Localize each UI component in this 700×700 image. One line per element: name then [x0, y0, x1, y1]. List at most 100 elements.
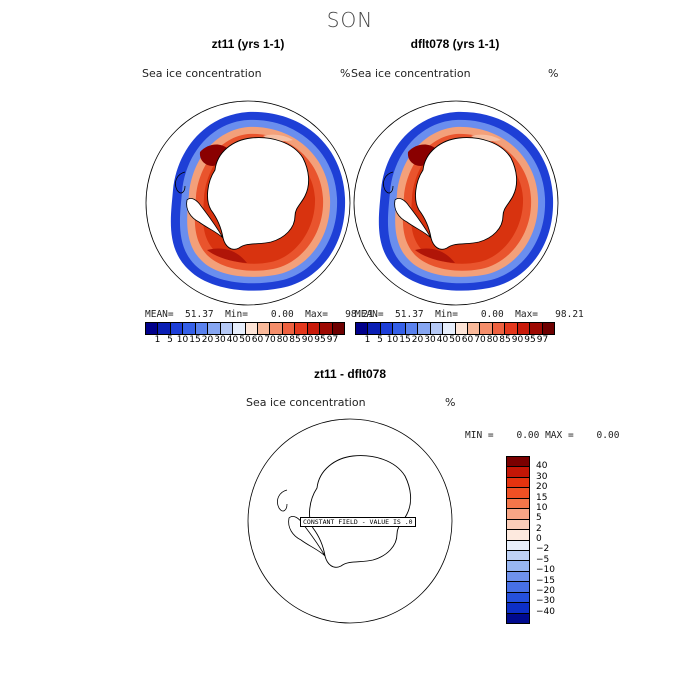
season-title: SON [326, 8, 374, 32]
colorbar-tick-label: −40 [536, 606, 555, 617]
colorbar-swatch [492, 323, 506, 334]
panel-2-colorbar: 1 5 10 15 20 30 40 50 60 70 80 85 90 95 97 [355, 322, 555, 347]
colorbar-tick-label: −10 [536, 565, 555, 576]
colorbar-swatch [507, 571, 529, 583]
colorbar-swatch [507, 613, 529, 623]
panel-1-colorbar-swatches [145, 322, 345, 335]
colorbar-tick-label: 70 [264, 335, 276, 345]
diff-units: % [445, 396, 456, 409]
colorbar-swatch [530, 323, 543, 334]
colorbar-swatch [368, 323, 381, 334]
colorbar-swatch [507, 467, 529, 478]
colorbar-tick-label: 90 [511, 335, 524, 345]
panel-1-map [145, 100, 351, 306]
colorbar-tick-label: 50 [449, 335, 461, 345]
colorbar-swatch [507, 592, 529, 604]
colorbar-tick-label: 60 [461, 335, 474, 345]
diff-colorbar [506, 456, 530, 624]
panel-2-field-label: Sea ice concentration [351, 67, 471, 80]
colorbar-swatch [146, 323, 159, 334]
colorbar-swatch [220, 323, 234, 334]
colorbar-swatch [393, 323, 406, 334]
colorbar-tick-label: 20 [411, 335, 424, 345]
colorbar-tick-label: −2 [536, 544, 550, 555]
colorbar-tick-label: −15 [536, 575, 555, 586]
colorbar-swatch [507, 457, 529, 468]
colorbar-swatch [418, 323, 431, 334]
colorbar-tick-label: 95 [314, 335, 326, 345]
colorbar-swatch [505, 323, 518, 334]
colorbar-tick-label: 20 [536, 482, 548, 493]
colorbar-tick-label: 95 [524, 335, 536, 345]
colorbar-swatch [356, 323, 369, 334]
colorbar-swatch [195, 323, 209, 334]
colorbar-swatch [245, 323, 258, 334]
colorbar-swatch [507, 550, 529, 562]
colorbar-tick-label: 5 [377, 335, 383, 345]
colorbar-tick-label: 70 [474, 335, 486, 345]
colorbar-tick-label: 30 [536, 471, 548, 482]
colorbar-swatch [443, 323, 456, 334]
diff-stats: MIN = 0.00 MAX = 0.00 [465, 430, 620, 441]
colorbar-tick-label: 90 [301, 335, 314, 345]
colorbar-tick-label: 10 [386, 335, 399, 345]
colorbar-swatch [480, 323, 493, 334]
colorbar-tick-label: 15 [536, 492, 548, 503]
colorbar-tick-label: −5 [536, 554, 550, 565]
colorbar-swatch [282, 323, 296, 334]
colorbar-swatch [270, 323, 283, 334]
colorbar-tick-label: 15 [189, 335, 201, 345]
colorbar-swatch [257, 323, 271, 334]
colorbar-swatch [507, 519, 529, 531]
colorbar-tick-label: 80 [276, 335, 289, 345]
colorbar-swatch [307, 323, 321, 334]
colorbar-tick-label: 1 [154, 335, 161, 345]
colorbar-swatch [507, 530, 529, 541]
panel-2-title: dflt078 (yrs 1-1) [410, 37, 500, 51]
panel-2-units: % [548, 67, 559, 80]
colorbar-swatch [467, 323, 481, 334]
diff-title: zt11 - dflt078 [313, 367, 387, 381]
colorbar-tick-label: 40 [536, 461, 548, 472]
colorbar-swatch [507, 498, 529, 510]
colorbar-tick-label: 30 [214, 335, 226, 345]
colorbar-swatch [380, 323, 394, 334]
colorbar-tick-label: 40 [226, 335, 239, 345]
panel-1-title: zt11 (yrs 1-1) [211, 37, 285, 51]
colorbar-tick-label: 15 [399, 335, 411, 345]
panel-2-map [353, 100, 559, 306]
colorbar-swatch [507, 603, 529, 614]
colorbar-swatch [507, 477, 529, 489]
colorbar-tick-label: 5 [536, 513, 542, 524]
colorbar-swatch [507, 561, 529, 572]
diff-field-label: Sea ice concentration [246, 396, 366, 409]
colorbar-tick-label: 20 [201, 335, 214, 345]
panel-1-colorbar-ticks: 1 5 10 15 20 30 40 50 60 70 80 85 90 95 97 [145, 335, 345, 347]
panel-1-field-label: Sea ice concentration [142, 67, 262, 80]
colorbar-swatch [455, 323, 468, 334]
colorbar-tick-label: 85 [499, 335, 511, 345]
colorbar-tick-label: 50 [239, 335, 251, 345]
panel-1-units: % [340, 67, 351, 80]
panel-2-stats: MEAN= 51.37 Min= 0.00 Max= 98.21 [355, 309, 584, 320]
colorbar-swatch [405, 323, 419, 334]
colorbar-swatch [158, 323, 171, 334]
colorbar-swatch [332, 323, 344, 334]
colorbar-swatch [507, 540, 529, 551]
colorbar-swatch [517, 323, 531, 334]
colorbar-tick-label: 30 [424, 335, 436, 345]
colorbar-tick-label: 0 [536, 534, 542, 544]
colorbar-swatch [183, 323, 196, 334]
colorbar-tick-label: −30 [536, 596, 555, 607]
panel-2-colorbar-ticks: 1 5 10 15 20 30 40 50 60 70 80 85 90 95 97 [355, 335, 555, 347]
panel-2-colorbar-swatches [355, 322, 555, 335]
panel-1-stats: MEAN= 51.37 Min= 0.00 Max= 98.21 [145, 309, 374, 320]
colorbar-swatch [507, 509, 529, 520]
colorbar-swatch [542, 323, 554, 334]
colorbar-swatch [430, 323, 444, 334]
colorbar-swatch [208, 323, 221, 334]
colorbar-tick-label: 10 [176, 335, 189, 345]
constant-field-label: CONSTANT FIELD - VALUE IS .0 [300, 517, 416, 527]
colorbar-swatch [320, 323, 333, 334]
colorbar-tick-label: 2 [536, 523, 542, 534]
